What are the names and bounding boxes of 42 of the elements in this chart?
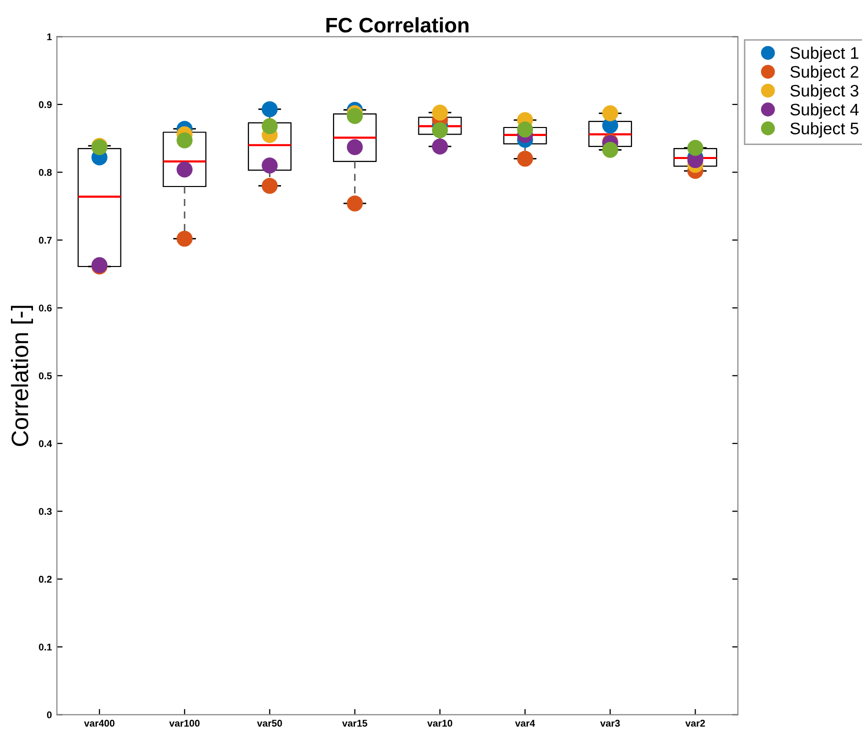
- legend-label: Subject 4: [790, 103, 859, 119]
- y-tick-label: 0.5: [38, 372, 52, 380]
- point: [687, 140, 704, 156]
- legend-label: Subject 1: [790, 46, 858, 62]
- x-tick-label: var100: [169, 720, 200, 727]
- y-tick-label: 0.2: [38, 576, 52, 583]
- x-tick-label: var15: [342, 720, 368, 727]
- y-axis-title: Correlation [-]: [10, 306, 33, 446]
- point: [346, 139, 363, 156]
- x-tick-label: var4: [515, 720, 536, 727]
- point: [517, 150, 534, 167]
- x-tick-label: var2: [685, 720, 705, 727]
- x-tick-label: var3: [600, 720, 620, 727]
- point: [262, 118, 278, 134]
- y-tick-label: 0.7: [38, 236, 52, 244]
- point: [176, 132, 193, 148]
- point: [176, 162, 193, 178]
- point: [262, 178, 278, 194]
- x-tick-label: var10: [427, 720, 452, 727]
- y-tick-label: 0.8: [38, 168, 52, 176]
- y-tick-label: 0.9: [38, 101, 52, 108]
- y-tick-label: 0.1: [38, 644, 52, 650]
- y-tick-label: 0.3: [38, 508, 52, 515]
- legend-label: Subject 2: [790, 66, 858, 82]
- y-tick-label: 0: [47, 711, 52, 718]
- point: [346, 108, 363, 124]
- point: [262, 157, 278, 174]
- point: [176, 230, 193, 247]
- chart-title: FC Correlation: [326, 17, 468, 33]
- y-tick-label: 0.6: [38, 304, 52, 312]
- legend-label: Subject 5: [790, 122, 858, 138]
- point: [602, 142, 618, 158]
- point: [432, 138, 448, 154]
- y-tick-label: 0.4: [38, 440, 52, 448]
- y-tick-label: 1: [47, 33, 52, 40]
- point: [262, 101, 278, 118]
- point: [432, 104, 448, 121]
- x-tick-label: var400: [84, 720, 114, 727]
- point: [346, 195, 363, 212]
- x-tick-label: var50: [257, 720, 282, 727]
- point: [602, 105, 618, 122]
- legend-label: Subject 3: [790, 84, 858, 100]
